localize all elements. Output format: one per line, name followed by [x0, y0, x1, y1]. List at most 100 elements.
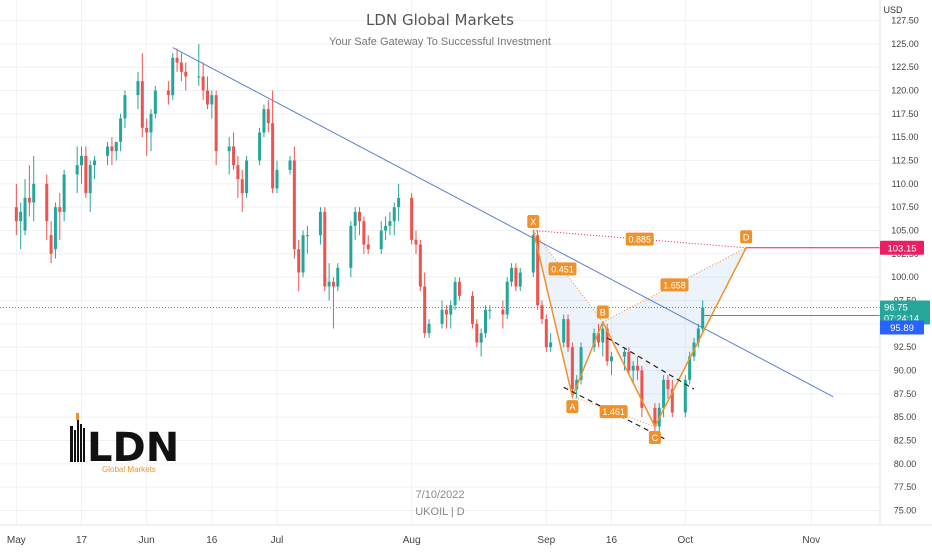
bear-candle — [271, 123, 275, 189]
bull-candle — [93, 160, 97, 166]
bull-candle — [119, 118, 123, 142]
bull-candle — [388, 221, 392, 226]
bear-candle — [292, 160, 296, 250]
bear-candle — [596, 333, 600, 343]
bull-candle — [688, 356, 692, 380]
bear-candle — [27, 197, 31, 203]
price-tick-label: 117.50 — [892, 109, 919, 119]
bear-candle — [214, 95, 218, 152]
pattern-leg-cd[interactable] — [654, 247, 747, 427]
horizontal-levels[interactable] — [0, 247, 880, 317]
bull-candle — [136, 81, 140, 96]
countdown-badge: 07:24:14 — [884, 314, 919, 324]
bull-candle — [696, 328, 700, 343]
bull-candle — [75, 165, 79, 175]
bear-candle — [566, 319, 570, 348]
price-tick-label: 122.50 — [891, 62, 919, 72]
bear-candle — [45, 183, 49, 222]
channel-dashed-line[interactable] — [606, 337, 695, 390]
bull-candle — [106, 146, 110, 156]
price-axis[interactable]: 75.00 77.50 80.00 82.50 85.00 87.50 90.00 92.50… — [879, 0, 919, 525]
logo-mark-icon — [70, 413, 85, 462]
bull-candle — [149, 113, 153, 133]
bear-candle — [236, 165, 240, 180]
price-tick-label: 112.50 — [892, 156, 919, 166]
bull-candle — [505, 281, 509, 315]
pattern-point-d-label: D — [743, 232, 750, 242]
candles — [14, 43, 705, 432]
footer-symbol: UKOIL | D — [415, 506, 465, 518]
price-tick-label: 77.50 — [894, 482, 917, 492]
bear-candle — [570, 347, 574, 390]
bear-candle — [49, 235, 53, 254]
level-badge-blue: 95.89 — [890, 323, 914, 334]
bull-candle — [301, 235, 305, 273]
bear-candle — [475, 323, 479, 343]
bear-candle — [418, 244, 422, 287]
time-tick-label: Nov — [802, 535, 820, 546]
ratio-label-box — [548, 262, 577, 276]
price-tick-label: 75.00 — [894, 506, 917, 516]
bear-candle — [358, 211, 362, 222]
logo-letters: LDN — [87, 425, 179, 471]
bear-candle — [444, 309, 448, 315]
time-axis[interactable]: May 17 Jun 16 Jul Aug Sep 16 Oct Nov — [0, 524, 932, 546]
bear-candle — [666, 379, 670, 390]
bear-candle — [205, 90, 209, 105]
trendline-line[interactable] — [172, 47, 834, 398]
bear-candle — [84, 155, 88, 194]
bull-candle — [701, 307, 705, 329]
currency-label: USD — [883, 5, 903, 15]
bull-candle — [53, 207, 57, 250]
ratio-line-xb[interactable] — [532, 230, 604, 323]
bull-candle — [449, 305, 453, 315]
bull-candle — [531, 235, 535, 273]
pattern-leg-bc[interactable] — [602, 321, 656, 427]
chart-subtitle: Your Safe Gateway To Successful Investme… — [329, 36, 551, 48]
ratio-line-xd[interactable] — [533, 230, 747, 249]
price-tick-label: 100.00 — [891, 272, 919, 282]
bear-candle — [297, 249, 301, 273]
bull-candle — [197, 76, 201, 78]
bull-candle — [397, 197, 401, 208]
pattern-point-c-box — [648, 431, 661, 444]
bear-candle — [544, 319, 548, 348]
bull-candle — [62, 174, 66, 212]
price-tick-label: 105.00 — [891, 226, 919, 236]
bull-candle — [379, 230, 383, 250]
bear-candle — [232, 146, 236, 166]
footer-date: 7/10/2022 — [416, 489, 465, 501]
bull-candle — [427, 323, 431, 334]
bull-candle — [453, 281, 457, 306]
price-tick-label: 120.00 — [891, 86, 919, 96]
pattern-leg-xa[interactable] — [532, 230, 574, 397]
pattern-point-b-label: B — [600, 307, 606, 317]
level-badge-red-box — [880, 240, 924, 255]
pattern-leg-ab[interactable] — [571, 321, 604, 397]
harmonic-pattern[interactable]: X A B C D 0.451 1.461 1.658 0.885 — [527, 215, 753, 444]
price-tick-label: 82.50 — [894, 436, 917, 446]
bull-candle — [114, 141, 118, 152]
bull-candle — [275, 169, 279, 189]
bear-candle — [605, 328, 609, 362]
price-tick-label: 115.00 — [892, 132, 919, 142]
time-tick-label: Jun — [139, 535, 155, 546]
bear-candle — [266, 109, 270, 124]
bull-candle — [153, 90, 157, 114]
bear-candle — [166, 90, 170, 96]
bull-candle — [288, 160, 292, 170]
bear-candle — [184, 71, 188, 77]
bull-candle — [384, 225, 388, 231]
bear-candle — [58, 207, 62, 212]
bear-candle — [470, 295, 474, 324]
price-tick-label: 90.00 — [894, 366, 917, 376]
bull-candle — [245, 160, 249, 194]
ratio-label: 0.885 — [628, 235, 651, 245]
bull-candle — [318, 211, 322, 236]
bull-candle — [305, 235, 309, 237]
price-tick-label: 110.00 — [892, 179, 919, 189]
trendline[interactable] — [172, 47, 834, 398]
pattern-triangle — [602, 247, 747, 427]
